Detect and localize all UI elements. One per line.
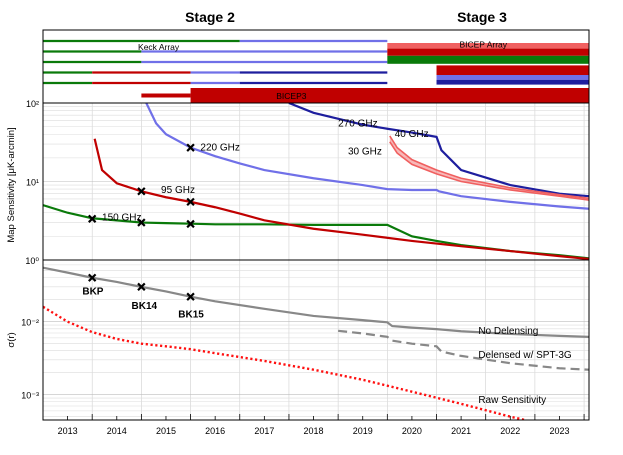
series-delensed-w-spt-3g <box>338 329 589 371</box>
sigma-y-tick-label: 10⁻² <box>21 318 39 328</box>
sigma-label: No Delensing <box>478 326 538 337</box>
sensitivity-label: 220 GHz <box>200 143 239 154</box>
x-tick-label: 2017 <box>254 426 274 436</box>
sigma-label: Delensed w/ SPT-3G <box>478 350 572 361</box>
bicep-array-block <box>387 48 589 56</box>
bicep3-thin-bar <box>141 93 191 98</box>
pink-band-fill <box>389 135 589 201</box>
series-95-ghz <box>93 138 589 260</box>
series-270-ghz <box>288 103 589 198</box>
bicep3-thick-bar <box>190 88 589 103</box>
sensitivity-y-tick-label: 10¹ <box>26 178 39 188</box>
x-tick-label: 2014 <box>107 426 127 436</box>
bicep-array-block <box>387 55 589 64</box>
sigma-label: BKP <box>82 286 103 297</box>
sigma-y-tick-label: 10⁻³ <box>21 391 39 401</box>
bicep3-label: BICEP3 <box>276 91 307 101</box>
series-raw-sensitivity <box>43 305 526 420</box>
sigma-marker <box>137 282 146 292</box>
sigma-label: Raw Sensitivity <box>478 395 546 406</box>
sensitivity-label: 270 GHz <box>338 118 377 129</box>
x-tick-label: 2023 <box>549 426 569 436</box>
sensitivity-marker <box>137 218 146 227</box>
sensitivity-y-tick-label: 10⁰ <box>25 256 39 266</box>
keck-array-label: Keck Array <box>138 42 180 52</box>
x-tick-label: 2020 <box>402 426 422 436</box>
bicep-array-block <box>436 65 589 75</box>
sigma-label: BK15 <box>178 310 204 321</box>
sensitivity-marker <box>186 219 195 229</box>
bicep-array-block <box>436 75 589 80</box>
sensitivity-marker <box>88 214 97 223</box>
sensitivity-marker <box>186 143 195 152</box>
sensitivity-marker <box>137 187 146 196</box>
x-tick-label: 2013 <box>58 426 78 436</box>
series-40-ghz <box>389 135 589 200</box>
x-tick-label: 2019 <box>353 426 373 436</box>
bicep-array-block <box>436 79 589 85</box>
bicep-array-label: BICEP Array <box>459 40 507 50</box>
sigma-label: BK14 <box>132 301 158 312</box>
series-no-delensing <box>43 266 589 338</box>
sensitivity-label: 30 GHz <box>348 147 382 158</box>
sensitivity-label: 95 GHz <box>161 185 195 196</box>
bicep-array-block <box>387 43 589 49</box>
sensitivity-marker <box>186 197 195 207</box>
sensitivity-label: 40 GHz <box>395 129 429 140</box>
x-tick-label: 2022 <box>500 426 520 436</box>
series-30-ghz <box>389 141 589 201</box>
plot-frame <box>42 29 590 421</box>
x-tick-label: 2018 <box>304 426 324 436</box>
x-tick-label: 2021 <box>451 426 471 436</box>
x-tick-label: 2016 <box>205 426 225 436</box>
stage-2-label: Stage 2 <box>185 9 235 25</box>
series-220-ghz <box>145 103 589 210</box>
sensitivity-axis-label: Map Sensitivity [μK-arcmin] <box>6 127 17 242</box>
sigma-marker <box>88 273 97 282</box>
stage-3-label: Stage 3 <box>457 9 507 25</box>
sigma-marker <box>186 292 195 301</box>
sensitivity-y-tick-label: 10² <box>26 99 39 109</box>
sensitivity-label: 150 GHz <box>102 212 141 223</box>
sigma-axis-label: σ(r) <box>6 332 17 347</box>
x-tick-label: 2015 <box>156 426 176 436</box>
